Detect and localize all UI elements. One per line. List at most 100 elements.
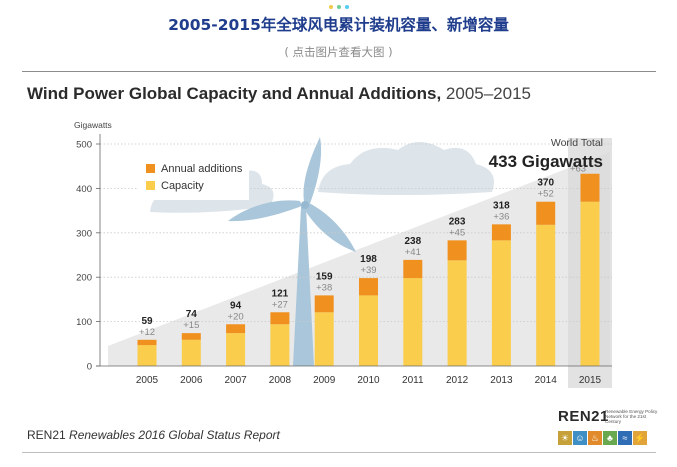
x-tick-label: 2009 [313,375,336,386]
x-tick-label: 2013 [490,375,513,386]
legend-label-capacity: Capacity [161,180,204,192]
data-labels: 59+12 74+15 94+20 121+27 159+38 198+39 238+41 2… [139,164,586,338]
bar-capacity-2005 [137,345,157,366]
total-label: 59 [141,316,153,327]
x-tick-label: 2014 [535,375,558,386]
view-larger-image-link[interactable]: ( 点击图片查看大图 ) [284,45,393,59]
bottom-divider [22,452,656,453]
addition-label: +41 [405,247,421,258]
bar-addition-2010 [359,278,378,296]
x-tick-label: 2006 [180,375,203,386]
bar-addition-2012 [447,240,467,261]
total-label: 159 [316,271,333,282]
x-tick-label: 2011 [402,375,424,386]
bar-capacity-2014 [536,224,556,366]
addition-label: +63 [570,164,586,175]
bar-addition-2014 [536,201,556,225]
ren21-logo: REN21 Renewable Energy Policy Network fo… [558,408,658,448]
world-total-value: 433 Gigawatts [489,152,603,171]
ren21-icon-tiles: ☀ ☺ ♨ ♣ ≈ ⚡ [558,428,648,446]
y-tick-label: 100 [76,317,92,328]
bar-capacity-2007 [226,333,246,366]
total-label: 74 [186,309,198,320]
cloud-right [318,142,494,195]
bar-capacity-2010 [359,295,378,366]
x-tick-label: 2005 [136,375,159,386]
chart-title-main: Wind Power Global Capacity and Annual Ad… [27,84,442,103]
turbine-hub [301,201,309,209]
bar-capacity-2011 [403,278,423,366]
x-tick-label: 2010 [357,375,380,386]
bar-capacity-2009 [314,312,334,366]
y-tick-label: 300 [76,228,92,239]
turbine-blade-up [303,137,322,206]
wave-icon: ≈ [618,431,632,445]
legend-swatch-capacity [146,181,155,190]
legend-swatch-additions [146,164,155,173]
background-decor [108,137,610,366]
wind-turbine-illustration [228,137,356,366]
total-label: 370 [537,178,554,189]
addition-label: +52 [538,189,554,200]
source-citation: REN21 Renewables 2016 Global Status Repo… [27,428,280,442]
x-tick-label: 2012 [446,375,469,386]
legend-label-additions: Annual additions [161,163,243,175]
addition-label: +20 [228,311,244,322]
y-axis-label: Gigawatts [74,120,112,130]
y-axis: Gigawatts 0 100 200 300 400 500 [74,120,112,373]
x-axis: 2005 2006 2007 2008 2009 2010 2011 2012 2013 2014… [96,365,612,386]
bar-addition-2005 [137,339,157,346]
total-label: 238 [404,236,421,247]
dot-green [336,5,341,9]
bar-addition-2015 [580,173,600,202]
turbine-tower [293,207,314,366]
addition-label: +27 [272,299,288,310]
source-org: REN21 [27,428,70,442]
turbine-blade-right [305,203,356,252]
person-icon: ☺ [573,431,587,445]
y-tick-label: 200 [76,273,92,284]
bar-capacity-2015 [580,201,600,366]
addition-label: +15 [183,320,199,331]
x-tick-label: 2015 [579,375,602,386]
x-tick-label: 2008 [269,375,292,386]
total-label: 318 [493,200,510,211]
addition-label: +12 [139,327,155,338]
area-gradient [108,152,610,366]
y-tick-label: 500 [76,140,92,151]
bar-addition-2008 [270,312,290,325]
bar-addition-2013 [491,224,511,241]
x-tick-label: 2007 [224,375,247,386]
article-title: 2005-2015年全球风电累计装机容量、新增容量 [168,16,509,34]
legend: Annual additions Capacity [137,155,249,200]
source-report: Renewables 2016 Global Status Report [69,428,280,442]
bar-capacity-2008 [270,324,290,366]
ren21-wordmark: REN21 [558,408,609,425]
bar-capacity-2013 [491,240,511,366]
legend-box [137,155,249,200]
addition-label: +45 [449,227,465,238]
bar-capacity-2012 [447,260,467,366]
bar-capacity-2006 [181,339,201,366]
plug-icon: ⚡ [633,431,647,445]
top-divider [22,71,656,72]
total-label: 283 [449,216,466,227]
bar-addition-2011 [403,259,423,279]
turbine-blade-left [228,200,302,222]
total-label: 198 [360,254,377,265]
chart-title: Wind Power Global Capacity and Annual Ad… [27,84,531,104]
addition-label: +36 [493,211,509,222]
sun-icon: ☀ [558,431,572,445]
total-label: 94 [230,300,242,311]
y-tick-label: 0 [87,362,92,373]
bars [137,173,600,366]
dot-yellow [328,5,333,9]
bar-addition-2007 [226,324,246,334]
bar-addition-2006 [181,333,201,340]
fire-icon: ♨ [588,431,602,445]
sprout-icon: ♣ [603,431,617,445]
chart-title-years: 2005–2015 [445,84,531,103]
addition-label: +38 [316,282,332,293]
ren21-tagline: Renewable Energy Policy Network for the … [605,409,658,424]
